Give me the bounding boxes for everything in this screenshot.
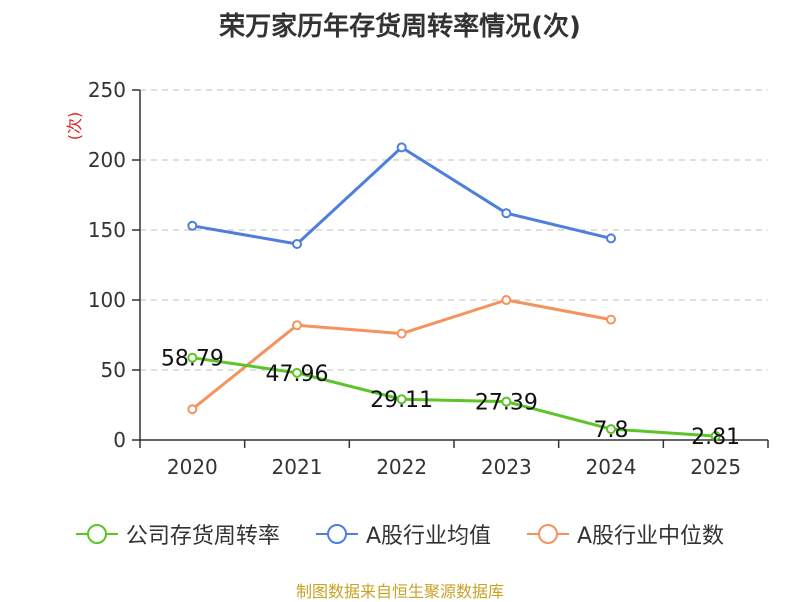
x-tick-label: 2021 — [272, 455, 323, 479]
data-point — [606, 314, 616, 325]
data-point — [606, 233, 616, 244]
legend-item-industry-median[interactable]: A股行业中位数 — [527, 518, 724, 550]
data-point — [187, 220, 198, 231]
y-tick-label: 50 — [101, 358, 126, 382]
legend-marker-company-icon — [75, 522, 118, 546]
y-tick-label: 200 — [88, 148, 126, 172]
legend-item-company[interactable]: 公司存货周转率 — [75, 518, 280, 550]
x-tick-label: 2022 — [376, 455, 427, 479]
data-point — [187, 352, 198, 363]
x-tick-label: 2023 — [481, 455, 532, 479]
data-point — [710, 431, 721, 442]
data-point — [396, 394, 407, 405]
data-point — [501, 208, 512, 219]
x-tick-label: 2025 — [690, 455, 741, 479]
source-note: 制图数据来自恒生聚源数据库 — [295, 582, 504, 601]
data-label: 7.8 — [594, 418, 629, 443]
data-label: 29.11 — [370, 388, 433, 413]
data-label: 58.79 — [161, 347, 224, 372]
chart-title: 荣万家历年存货周转率情况(次) — [219, 12, 581, 42]
x-tick-label: 2020 — [167, 455, 218, 479]
y-tick-label: 0 — [113, 428, 126, 452]
data-point — [292, 367, 302, 378]
y-tick-label: 250 — [88, 78, 126, 102]
legend-item-industry-mean[interactable]: A股行业均值 — [315, 518, 491, 550]
data-point — [292, 320, 302, 331]
data-point — [187, 404, 198, 415]
y-tick-label: 150 — [88, 218, 126, 242]
data-point — [606, 424, 616, 435]
legend: 公司存货周转率 A股行业均值 A股行业中位数 — [0, 518, 800, 550]
legend-label-industry-median: A股行业中位数 — [577, 524, 725, 549]
data-point — [396, 328, 407, 339]
x-tick-label: 2024 — [586, 455, 637, 479]
legend-marker-industry-median-icon — [527, 522, 569, 546]
data-label: 2.81 — [691, 425, 740, 450]
data-point — [396, 142, 407, 153]
legend-label-company: 公司存货周转率 — [125, 524, 280, 549]
data-point — [501, 396, 512, 407]
data-point — [292, 239, 302, 249]
data-label: 47.96 — [266, 362, 329, 387]
legend-label-industry-mean: A股行业均值 — [365, 524, 491, 549]
y-tick-label: 100 — [88, 288, 126, 312]
legend-marker-industry-mean-icon — [315, 522, 358, 546]
series-line — [192, 356, 716, 438]
data-point — [501, 295, 512, 305]
data-label: 27.39 — [475, 391, 538, 416]
y-axis-label: (次) — [65, 112, 84, 141]
